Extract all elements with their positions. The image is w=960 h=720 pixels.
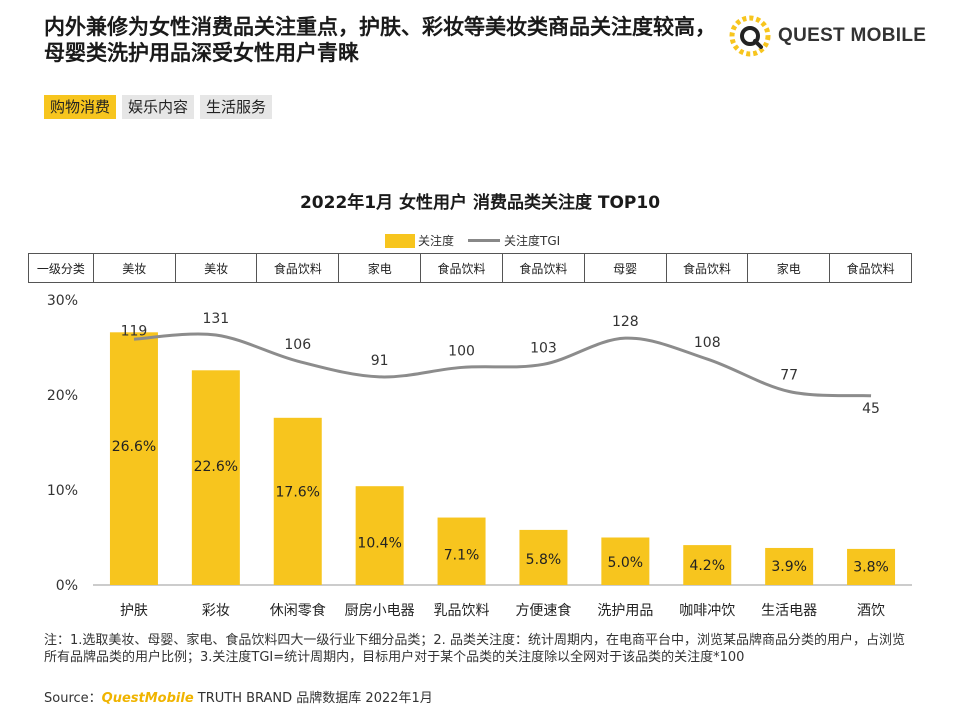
x-tick-label: 洗护用品	[597, 603, 653, 619]
category-table: 一级分类 美妆 美妆 食品饮料 家电 食品饮料 食品饮料 母婴 食品饮料 家电 …	[28, 253, 912, 283]
legend-line-swatch	[468, 239, 501, 242]
bar	[683, 545, 732, 585]
tgi-value-label: 45	[862, 401, 880, 417]
x-tick-label: 酒饮	[857, 603, 885, 619]
tgi-value-label: 106	[284, 337, 311, 353]
x-tick-label: 方便速食	[515, 602, 571, 619]
category-cell: 家电	[747, 254, 829, 282]
source-rest: TRUTH BRAND 品牌数据库 2022年1月	[193, 691, 433, 706]
chart-legend: 关注度 关注度TGI	[385, 232, 560, 249]
bar-value-label: 7.1%	[444, 547, 480, 563]
bar	[191, 370, 240, 585]
x-tick-label: 彩妆	[202, 603, 230, 619]
bar	[109, 332, 158, 585]
bar	[765, 547, 814, 585]
tab-shopping[interactable]: 购物消费	[44, 95, 117, 119]
bar	[601, 537, 650, 585]
source-prefix: Source：	[44, 691, 102, 706]
tgi-value-label: 91	[371, 353, 389, 369]
tgi-value-label: 108	[694, 335, 721, 351]
legend-bar-label: 关注度	[418, 234, 455, 248]
category-tabs: 购物消费 娱乐内容 生活服务	[44, 95, 273, 119]
bar-value-label: 4.2%	[689, 558, 725, 574]
tgi-value-label: 100	[448, 343, 475, 359]
bar-value-label: 22.6%	[194, 459, 238, 475]
y-tick-label: 30%	[47, 293, 78, 309]
legend-line-label: 关注度TGI	[504, 234, 561, 248]
bar	[355, 486, 404, 585]
bar-value-label: 3.9%	[771, 559, 807, 575]
tab-life-services[interactable]: 生活服务	[200, 95, 273, 119]
page-title: 内外兼修为女性消费品关注重点，护肤、彩妆等美妆类商品关注度较高，母婴类洗护用品深…	[44, 15, 716, 65]
category-cell: 食品饮料	[256, 254, 338, 282]
x-tick-label: 护肤	[120, 603, 148, 619]
tgi-value-label: 103	[530, 340, 557, 356]
category-cell: 食品饮料	[501, 254, 584, 282]
y-tick-label: 10%	[47, 483, 78, 499]
source-line: Source：QuestMobile TRUTH BRAND 品牌数据库 202…	[44, 687, 433, 706]
x-tick-label: 生活电器	[761, 603, 817, 619]
category-cell: 美妆	[174, 254, 257, 282]
category-table-header: 一级分类	[36, 261, 85, 276]
x-tick-label: 厨房小电器	[345, 603, 415, 619]
tab-entertainment[interactable]: 娱乐内容	[122, 95, 195, 119]
category-cell: 家电	[338, 254, 420, 282]
bar-value-label: 10.4%	[357, 535, 401, 551]
bar	[437, 517, 486, 585]
tgi-value-label: 131	[202, 311, 229, 327]
y-tick-label: 0%	[56, 578, 78, 594]
chart-title: 2022年1月 女性用户 消费品类关注度 TOP10	[299, 193, 661, 213]
bar-value-label: 5.8%	[526, 552, 562, 568]
category-cell: 美妆	[92, 254, 175, 282]
category-cell: 食品饮料	[665, 254, 748, 282]
bar-value-label: 5.0%	[608, 555, 644, 571]
x-tick-label: 休闲零食	[270, 602, 326, 619]
footnotes: 注：1.选取美妆、母婴、家电、食品饮料四大一级行业下细分品类；2. 品类关注度：…	[44, 633, 905, 665]
category-cell: 母婴	[583, 254, 666, 282]
logo-text: QUEST MOBILE	[778, 25, 927, 46]
quest-mobile-logo-icon	[729, 15, 771, 57]
legend-bar-swatch	[385, 233, 415, 248]
y-tick-label: 20%	[47, 388, 78, 404]
tgi-value-label: 128	[612, 314, 639, 330]
category-cell: 食品饮料	[420, 254, 502, 282]
bar	[273, 417, 322, 585]
bar-value-label: 17.6%	[276, 484, 320, 500]
x-tick-label: 乳品饮料	[434, 603, 490, 619]
tgi-value-label: 119	[121, 324, 148, 340]
x-tick-label: 咖啡冲饮	[679, 603, 735, 619]
bar-value-label: 3.8%	[853, 559, 889, 575]
bar	[847, 548, 896, 585]
logo: QUEST MOBILE	[728, 14, 926, 58]
bar-value-label: 26.6%	[112, 439, 156, 455]
tgi-value-label: 77	[780, 368, 798, 384]
bar	[519, 529, 568, 585]
tgi-line	[133, 332, 872, 398]
source-brand: QuestMobile	[101, 691, 194, 706]
category-cell: 食品饮料	[829, 254, 911, 282]
